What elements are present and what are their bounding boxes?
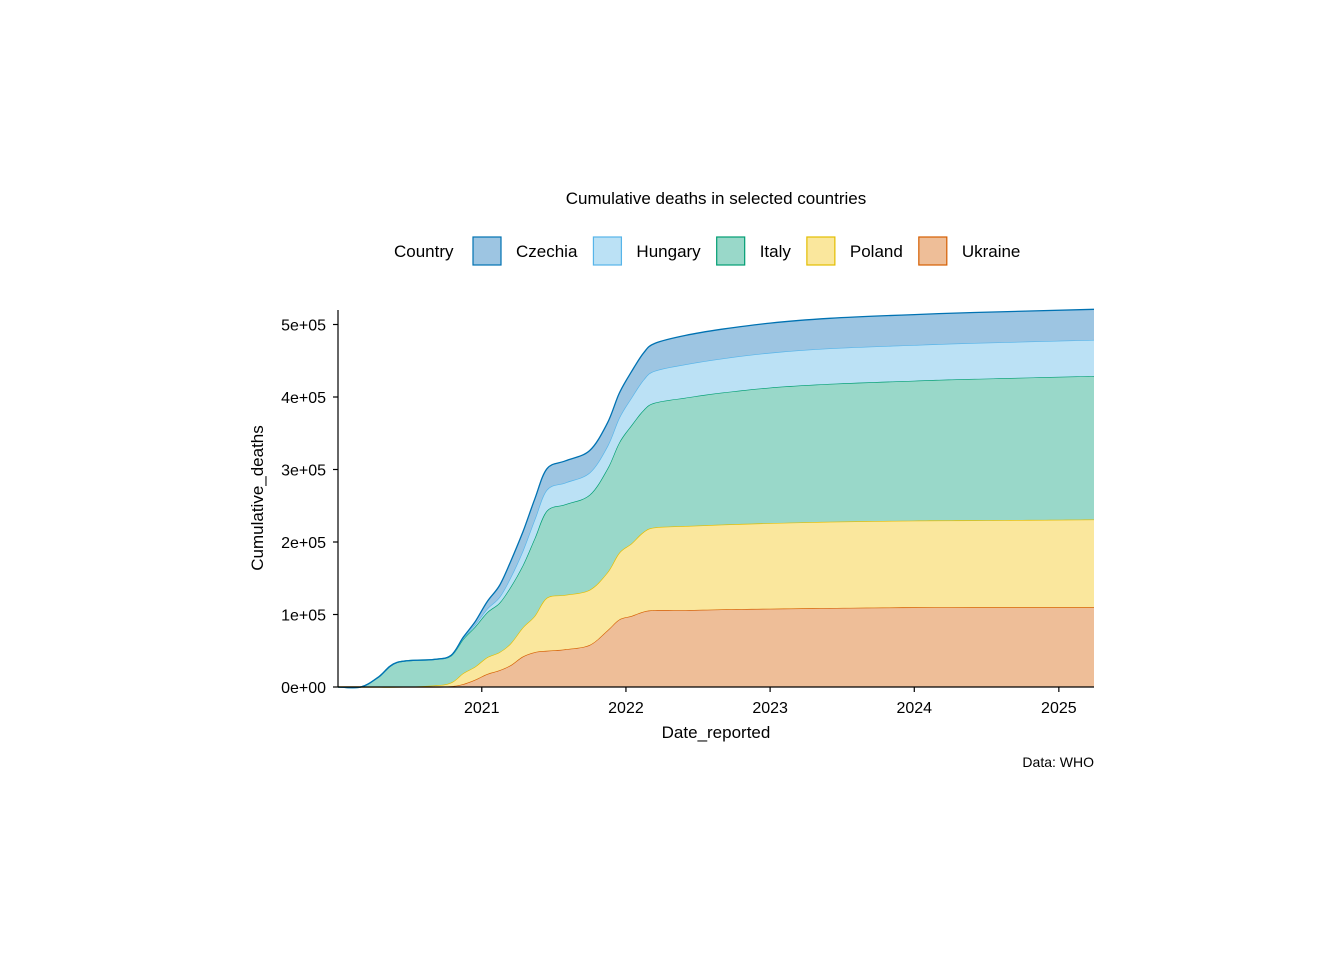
area-outline-czechia bbox=[337, 308, 1095, 689]
x-tick-label: 2021 bbox=[464, 700, 500, 717]
legend-swatch-poland bbox=[806, 236, 836, 266]
legend-label-ukraine: Ukraine bbox=[962, 242, 1021, 261]
axes bbox=[337, 310, 1094, 688]
chart-title: Cumulative deaths in selected countries bbox=[566, 189, 867, 208]
y-tick-label: 3e+05 bbox=[281, 463, 326, 480]
y-tick-label: 4e+05 bbox=[281, 390, 326, 407]
area-ukraine bbox=[338, 607, 1094, 688]
caption: Data: WHO bbox=[1022, 754, 1094, 770]
legend-label-poland: Poland bbox=[850, 242, 903, 261]
x-axis-label: Date_reported bbox=[662, 723, 771, 742]
y-tick-label: 5e+05 bbox=[281, 318, 326, 335]
y-tick-label: 2e+05 bbox=[281, 535, 326, 552]
legend: Country Czechia Hungary Italy Poland Ukraine bbox=[394, 236, 1021, 266]
legend-label-czechia: Czechia bbox=[516, 242, 578, 261]
legend-swatch-italy bbox=[716, 236, 746, 266]
y-tick-label: 1e+05 bbox=[281, 608, 326, 625]
y-ticks: 0e+00 1e+05 2e+05 3e+05 4e+05 5e+05 bbox=[281, 318, 338, 697]
x-tick-label: 2025 bbox=[1041, 700, 1077, 717]
y-axis-label: Cumulative_deaths bbox=[248, 425, 267, 571]
area-hungary bbox=[338, 339, 1094, 688]
legend-swatch-hungary bbox=[592, 236, 623, 266]
x-tick-label: 2022 bbox=[608, 700, 644, 717]
legend-title: Country bbox=[394, 242, 454, 261]
legend-label-italy: Italy bbox=[760, 242, 792, 261]
legend-swatch-ukraine bbox=[918, 236, 948, 266]
x-tick-label: 2023 bbox=[752, 700, 788, 717]
area-poland bbox=[338, 519, 1094, 688]
plot-areas bbox=[337, 308, 1095, 689]
y-tick-label: 0e+00 bbox=[281, 680, 326, 697]
x-ticks: 2021 2022 2023 2024 2025 bbox=[464, 687, 1077, 717]
x-tick-label: 2024 bbox=[896, 700, 932, 717]
legend-swatch-czechia bbox=[472, 236, 502, 266]
area-italy bbox=[338, 376, 1094, 688]
legend-label-hungary: Hungary bbox=[636, 242, 701, 261]
